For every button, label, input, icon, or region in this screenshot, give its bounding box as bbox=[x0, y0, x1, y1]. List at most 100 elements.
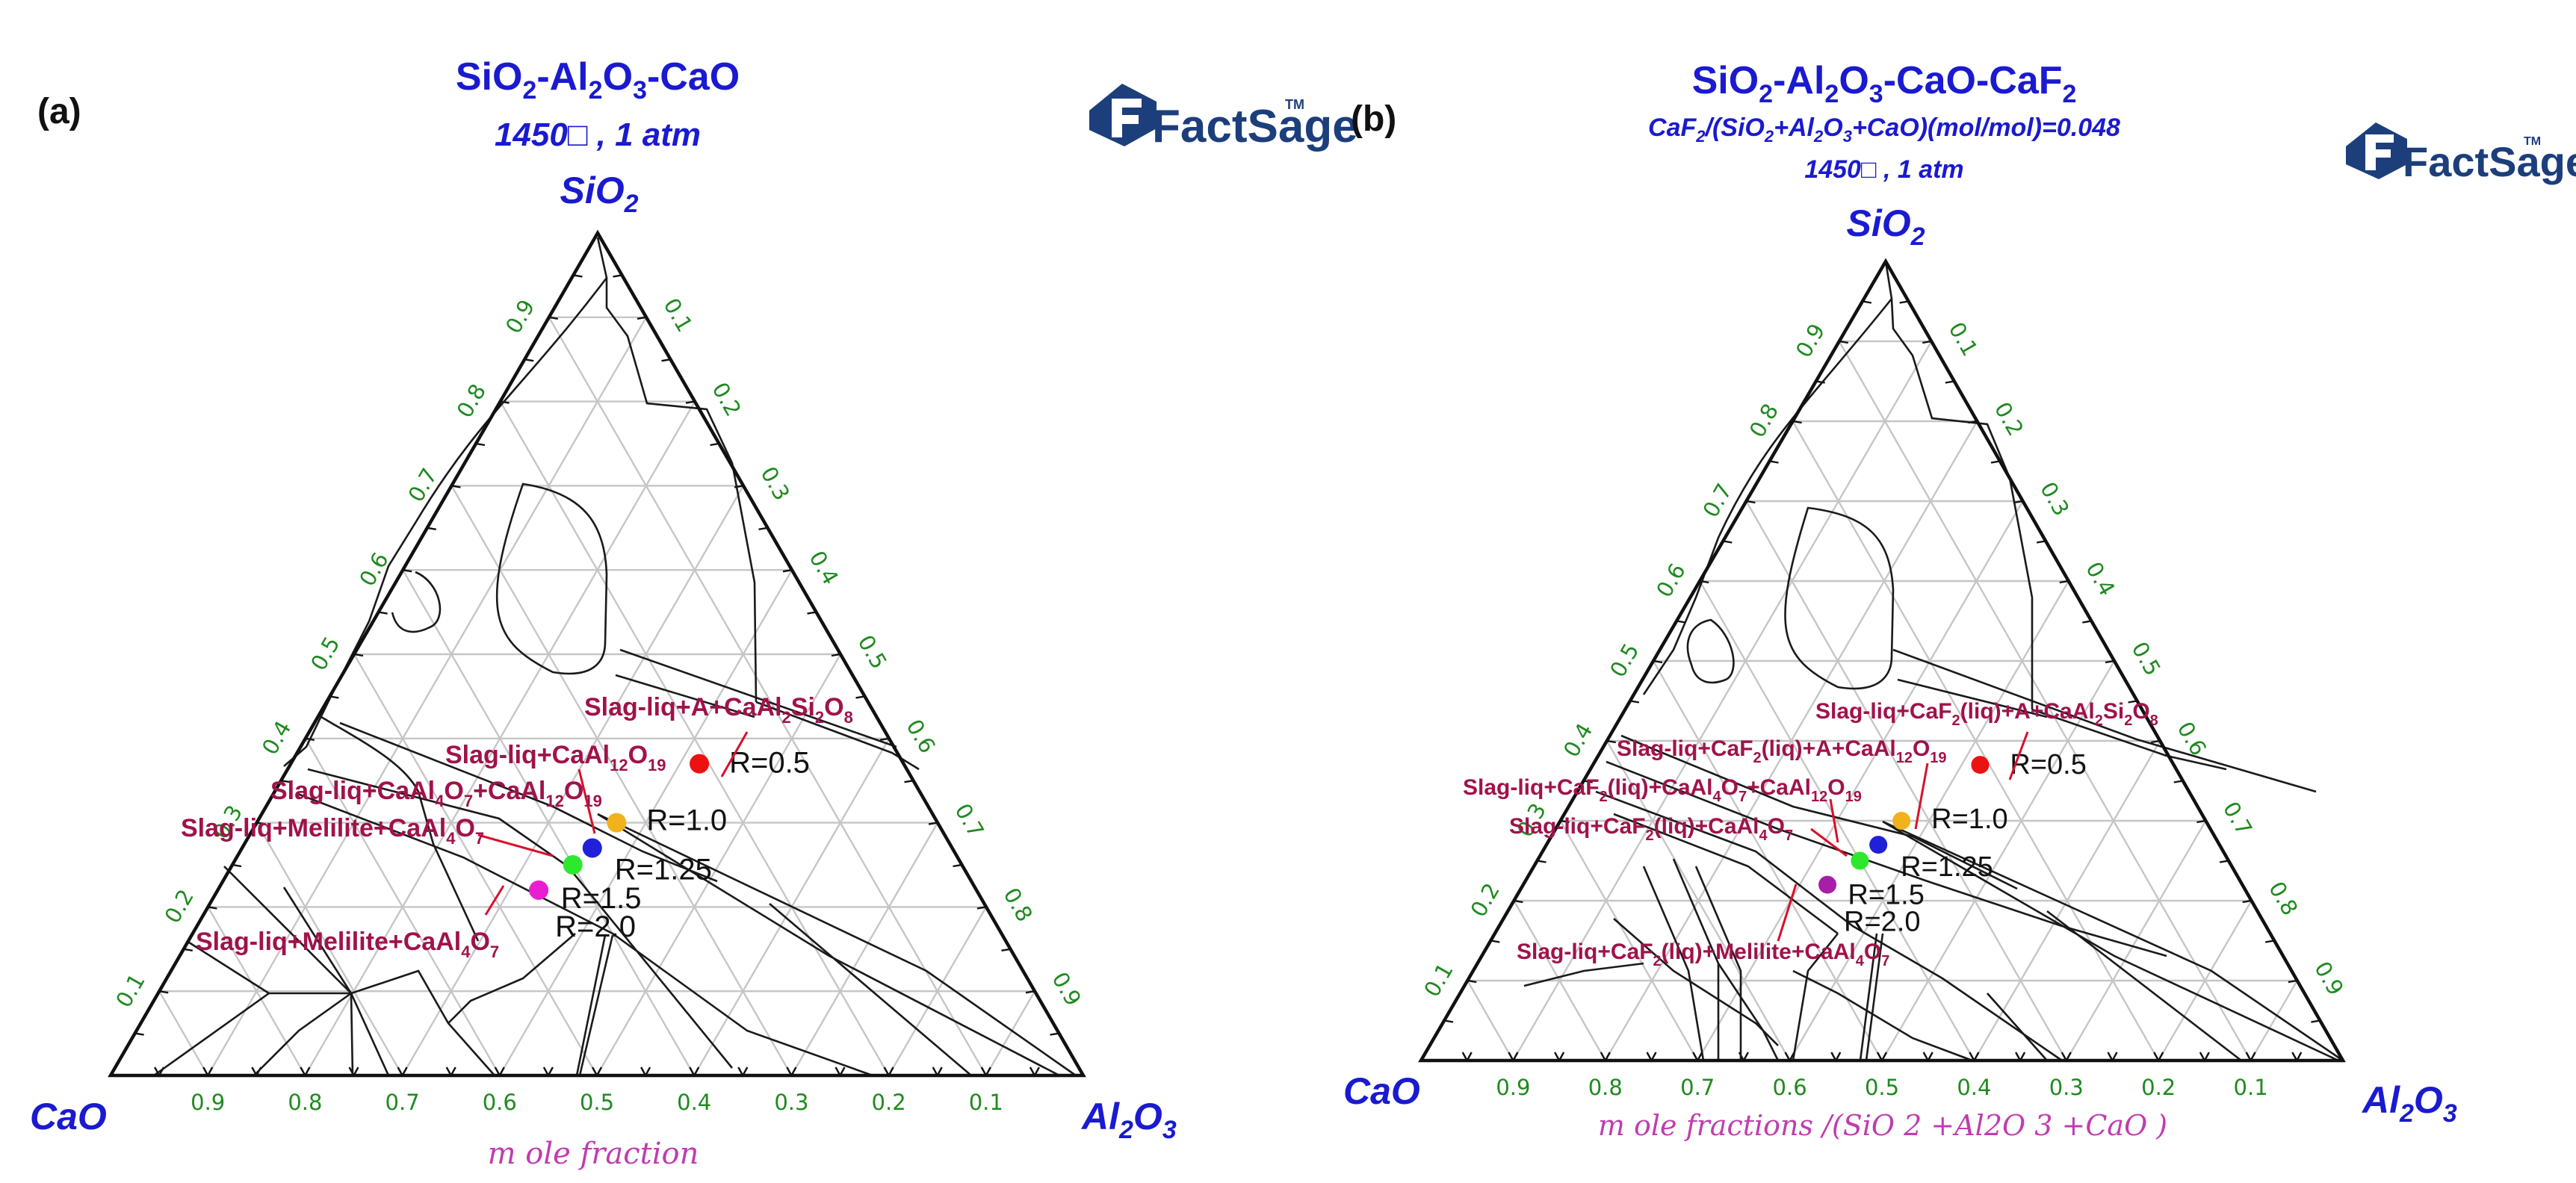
logo-text: FactSage bbox=[1152, 101, 1358, 152]
tick-label: 0.3 bbox=[755, 462, 795, 505]
phase-label: Slag-liq+CaF2(liq)+CaAl4O7+CaAl12O19 bbox=[1463, 775, 1862, 805]
point-label: R=2.0 bbox=[1844, 907, 1920, 938]
phase-label: Slag-liq+CaF2(liq)+CaAl4O7 bbox=[1509, 814, 1793, 844]
tick-label: 0.9 bbox=[501, 295, 540, 338]
composition-point bbox=[529, 880, 549, 900]
tick-label: 0.9 bbox=[1047, 968, 1086, 1010]
phase-label: Slag-liq+CaF2(liq)+A+CaAl2Si2O8 bbox=[1815, 699, 2158, 729]
tick-label: 0.1 bbox=[969, 1090, 1003, 1115]
tick-label: 0.8 bbox=[998, 884, 1038, 926]
corner-label-al2o3: Al2O3 bbox=[1080, 1096, 1177, 1144]
tick-label: 0.7 bbox=[1680, 1075, 1715, 1100]
tick-label: 0.8 bbox=[288, 1090, 322, 1115]
grid-line bbox=[158, 990, 209, 1076]
tick-label: 0.9 bbox=[2309, 957, 2349, 1000]
tick-label: 0.7 bbox=[403, 464, 442, 506]
tick-label: 0.1 bbox=[1944, 318, 1984, 361]
tick-label: 0.2 bbox=[159, 885, 199, 928]
composition-point bbox=[1818, 875, 1837, 894]
grid-line bbox=[1838, 341, 2252, 1061]
tick-label: 0.8 bbox=[1744, 400, 1784, 442]
grid-line bbox=[790, 822, 939, 1076]
grid-line bbox=[2158, 900, 2253, 1061]
svg-text:Slag-liq+CaF2(liq)+A+CaAl12O19: Slag-liq+CaF2(liq)+A+CaAl12O19 bbox=[1617, 736, 1947, 766]
point-label: R=0.5 bbox=[2010, 749, 2086, 780]
grid-line bbox=[401, 485, 745, 1076]
composition-grid bbox=[158, 316, 1036, 1076]
point-label: R=2.0 bbox=[555, 910, 636, 943]
factsage-logo: FactSage TM bbox=[2346, 122, 2576, 185]
grid-line bbox=[207, 906, 306, 1076]
grid-line bbox=[207, 317, 648, 1076]
composition-points: R=0.5R=1.0 R=1.25R=1.5R=2.0 bbox=[1818, 749, 2087, 938]
tick-label: 0.7 bbox=[2218, 798, 2258, 840]
grid-line bbox=[304, 738, 501, 1076]
svg-text:Slag-liq+A+CaAl2Si2O8: Slag-liq+A+CaAl2Si2O8 bbox=[584, 693, 853, 727]
svg-text:SiO2: SiO2 bbox=[560, 170, 638, 218]
tick-label: 0.6 bbox=[2173, 718, 2212, 760]
tick-label: 0.5 bbox=[2126, 638, 2166, 680]
grid-line bbox=[1973, 740, 2161, 1061]
logo-text: FactSage bbox=[2403, 138, 2576, 185]
tick-label: 0.1 bbox=[2234, 1075, 2268, 1100]
tick-label: 0.9 bbox=[191, 1090, 225, 1115]
point-label: R=1.25 bbox=[615, 853, 712, 886]
phase-label: Slag-liq+CaF2(liq)+A+CaAl12O19 bbox=[1617, 736, 1947, 766]
corner-label-cao: CaO bbox=[1343, 1070, 1420, 1112]
point-label: R=1.5 bbox=[1848, 880, 1924, 911]
point-label: R=1.25 bbox=[1901, 851, 1993, 883]
phase-boundaries bbox=[153, 237, 1077, 1077]
tick-label: 0.7 bbox=[386, 1090, 420, 1115]
tick-label: 0.4 bbox=[1957, 1075, 1991, 1100]
tick-label: 0.4 bbox=[677, 1090, 711, 1115]
svg-text:Al2O3: Al2O3 bbox=[2361, 1079, 2457, 1128]
tick-label: 0.8 bbox=[1588, 1075, 1623, 1100]
tick-label: 0.5 bbox=[580, 1090, 614, 1115]
phase-label: Slag-liq+Melilite+CaAl4O7 bbox=[196, 928, 499, 961]
svg-text:Al2O3: Al2O3 bbox=[1080, 1096, 1177, 1144]
svg-text:Slag-liq+CaF2(liq)+CaAl4O7: Slag-liq+CaF2(liq)+CaAl4O7 bbox=[1509, 814, 1793, 844]
point-label: R=1.5 bbox=[561, 882, 642, 915]
triangle-outline bbox=[108, 229, 1086, 1078]
composition-point bbox=[1892, 812, 1911, 830]
grid-line bbox=[2065, 820, 2207, 1061]
composition-point bbox=[1851, 851, 1869, 870]
corner-label-cao: CaO bbox=[30, 1096, 107, 1137]
grid-line bbox=[353, 653, 598, 1076]
composition-point bbox=[1971, 756, 1990, 774]
grid-line bbox=[1559, 820, 1699, 1061]
grid-line bbox=[1512, 341, 1933, 1061]
svg-text:Slag-liq+Melilite+CaAl4O7: Slag-liq+Melilite+CaAl4O7 bbox=[181, 814, 484, 848]
tick-label: 0.6 bbox=[901, 715, 941, 757]
composition-point bbox=[607, 813, 627, 833]
svg-text:Slag-liq+Melilite+CaAl4O7: Slag-liq+Melilite+CaAl4O7 bbox=[196, 928, 499, 961]
tick-label: 0.1 bbox=[111, 969, 150, 1012]
logo-tm: TM bbox=[1285, 97, 1304, 112]
composition-point bbox=[582, 838, 602, 858]
grid-line bbox=[595, 653, 842, 1076]
corner-label-sio2: SiO2 bbox=[560, 170, 638, 218]
factsage-logo-mark bbox=[2346, 122, 2407, 179]
panel-label: (b) bbox=[1351, 99, 1396, 139]
grid-line bbox=[985, 990, 1036, 1076]
tick-label: 0.9 bbox=[1496, 1075, 1530, 1100]
phase-label: Slag-liq+Melilite+CaAl4O7 bbox=[181, 814, 484, 848]
tick-label: 0.3 bbox=[2049, 1075, 2084, 1100]
grid-line bbox=[451, 485, 793, 1076]
tick-label: 0.5 bbox=[306, 633, 345, 675]
tick-label: 0.6 bbox=[1651, 559, 1691, 602]
tick-label: 0.8 bbox=[452, 379, 492, 422]
tick-label: 0.4 bbox=[2081, 558, 2120, 600]
tick-label: 0.2 bbox=[1465, 879, 1505, 922]
svg-text:Slag-liq+CaF2(liq)+Melilite+Ca: Slag-liq+CaF2(liq)+Melilite+CaAl4O7 bbox=[1517, 940, 1889, 969]
phase-label-list: Slag-liq+CaF2(liq)+A+CaAl2Si2O8 Slag-liq… bbox=[1463, 699, 2158, 969]
axis-title: m ole fraction bbox=[488, 1137, 699, 1171]
axis-title: m ole fractions /(SiO 2 +Al2O 3 +CaO ) bbox=[1598, 1109, 2167, 1142]
phase-boundaries bbox=[1523, 261, 2344, 1062]
svg-text:SiO2-Al2O3-CaO: SiO2-Al2O3-CaO bbox=[456, 55, 740, 105]
tick-label: 0.3 bbox=[2035, 478, 2075, 521]
panel-b: (b) SiO2-Al2O3-CaO-CaF2 CaF2/(SiO2+Al2O3… bbox=[1343, 59, 2576, 1142]
tick-label: 0.3 bbox=[774, 1090, 808, 1115]
point-label: R=0.5 bbox=[729, 747, 810, 780]
grid-line bbox=[548, 317, 987, 1076]
